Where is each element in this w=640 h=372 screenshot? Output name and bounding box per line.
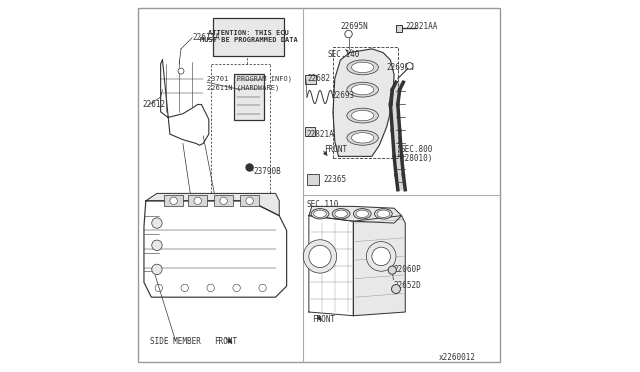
FancyBboxPatch shape [164, 195, 183, 206]
Ellipse shape [335, 210, 348, 218]
FancyBboxPatch shape [307, 174, 319, 185]
Circle shape [152, 240, 162, 250]
Ellipse shape [311, 209, 329, 219]
Polygon shape [390, 105, 400, 131]
Text: 22612: 22612 [143, 100, 166, 109]
Circle shape [178, 68, 184, 74]
FancyBboxPatch shape [240, 195, 259, 206]
Polygon shape [333, 49, 394, 156]
Ellipse shape [356, 210, 369, 218]
Ellipse shape [353, 209, 371, 219]
Text: 23701 (PROGRAM INFO): 23701 (PROGRAM INFO) [207, 75, 292, 82]
Text: SEC.110: SEC.110 [307, 200, 339, 209]
Polygon shape [390, 90, 400, 105]
Polygon shape [309, 206, 401, 223]
FancyBboxPatch shape [188, 195, 207, 206]
Text: 22365: 22365 [324, 175, 347, 184]
Ellipse shape [351, 62, 374, 73]
Ellipse shape [332, 209, 350, 219]
FancyBboxPatch shape [396, 25, 402, 32]
Ellipse shape [347, 82, 378, 97]
Text: 22652D: 22652D [394, 281, 421, 290]
Text: x2260012: x2260012 [438, 353, 476, 362]
Ellipse shape [314, 210, 326, 218]
FancyBboxPatch shape [138, 8, 500, 362]
Text: 22060P: 22060P [394, 265, 421, 274]
Text: 22690N: 22690N [387, 63, 415, 72]
FancyBboxPatch shape [213, 18, 284, 56]
Ellipse shape [347, 60, 378, 75]
Polygon shape [396, 175, 405, 190]
Text: 23790B: 23790B [253, 167, 281, 176]
Text: ATTENTION: THIS ECU
MUST BE PROGRAMMED DATA: ATTENTION: THIS ECU MUST BE PROGRAMMED D… [200, 31, 298, 43]
Circle shape [152, 264, 162, 275]
Ellipse shape [347, 131, 378, 145]
Polygon shape [144, 201, 287, 297]
Polygon shape [309, 216, 353, 316]
Text: 22693: 22693 [331, 91, 355, 100]
Circle shape [372, 247, 390, 266]
Circle shape [246, 197, 253, 205]
Circle shape [309, 245, 331, 267]
Polygon shape [394, 156, 403, 175]
Circle shape [181, 284, 188, 292]
Polygon shape [392, 131, 401, 156]
Ellipse shape [351, 133, 374, 143]
Text: 22682: 22682 [307, 74, 330, 83]
Text: FRONT: FRONT [214, 337, 237, 346]
Circle shape [366, 241, 396, 271]
Circle shape [345, 31, 352, 38]
Polygon shape [353, 216, 405, 316]
Text: 22695N: 22695N [340, 22, 368, 31]
Circle shape [303, 240, 337, 273]
Circle shape [155, 284, 163, 292]
Polygon shape [392, 82, 403, 90]
Ellipse shape [374, 209, 392, 219]
Polygon shape [146, 193, 279, 216]
Text: (28010): (28010) [401, 154, 433, 163]
Circle shape [406, 62, 413, 69]
Text: 22611N (HARDWARE): 22611N (HARDWARE) [207, 84, 279, 91]
Circle shape [220, 197, 227, 205]
Circle shape [207, 284, 214, 292]
Text: SEC.140: SEC.140 [328, 50, 360, 59]
Text: FRONT: FRONT [324, 145, 347, 154]
FancyBboxPatch shape [214, 195, 233, 206]
Circle shape [170, 197, 177, 205]
Text: SEC.800: SEC.800 [401, 145, 433, 154]
Circle shape [152, 218, 162, 228]
Text: 22821A: 22821A [307, 129, 334, 139]
FancyBboxPatch shape [305, 128, 315, 136]
Text: 22821AA: 22821AA [405, 22, 438, 31]
Text: 22611A: 22611A [192, 33, 220, 42]
Ellipse shape [377, 210, 390, 218]
FancyBboxPatch shape [234, 74, 264, 121]
Text: FRONT: FRONT [312, 315, 335, 324]
Circle shape [233, 284, 240, 292]
Circle shape [246, 164, 253, 171]
Circle shape [388, 266, 396, 274]
Circle shape [392, 285, 401, 294]
Ellipse shape [351, 84, 374, 95]
Text: SIDE MEMBER: SIDE MEMBER [150, 337, 200, 346]
Ellipse shape [351, 110, 374, 121]
Circle shape [194, 197, 202, 205]
Ellipse shape [347, 108, 378, 123]
Circle shape [259, 284, 266, 292]
Polygon shape [161, 60, 209, 145]
FancyBboxPatch shape [305, 75, 316, 84]
